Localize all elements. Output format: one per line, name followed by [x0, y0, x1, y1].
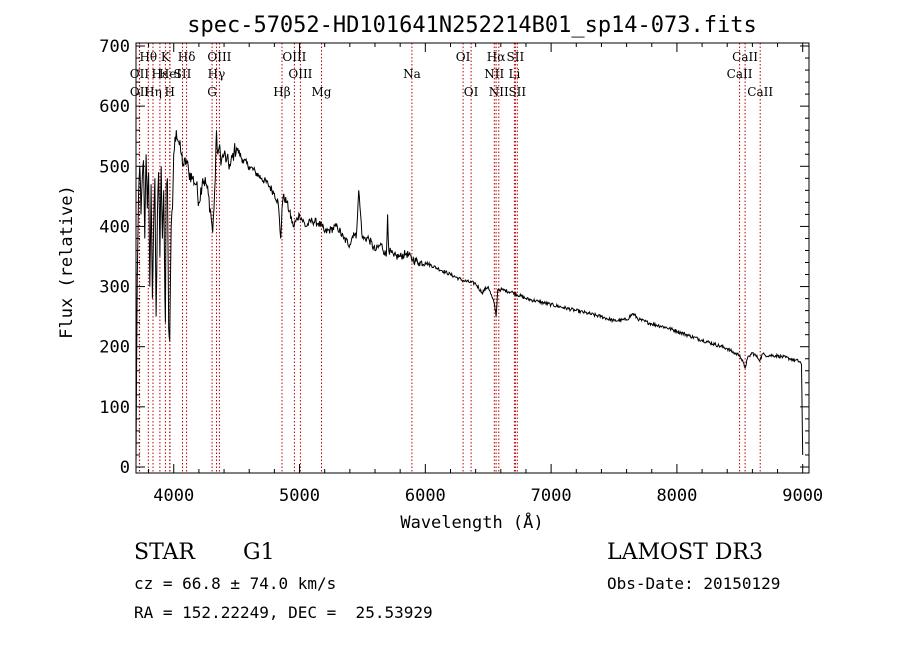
x-axis-ticks: 4000 5000 6000 7000 8000 9000: [148, 43, 823, 506]
spectral-line-label: CaII: [727, 67, 753, 81]
spectral-line-label: Hγ: [208, 67, 226, 81]
y-axis-label: Flux (relative): [57, 185, 77, 339]
spectral-line-label: SII: [508, 85, 526, 99]
spectral-line-label: G: [207, 85, 217, 99]
spectral-line-label: Hβ: [273, 85, 290, 99]
spectral-line-label: Mg: [312, 85, 332, 99]
x-tick-label: 6000: [405, 486, 446, 506]
y-tick-label: 200: [99, 338, 130, 358]
x-tick-label: 8000: [656, 486, 697, 506]
x-axis-label: Wavelength (Å): [400, 511, 543, 533]
spectral-line-label: Hη: [144, 85, 162, 99]
spectral-line-label: Hα: [487, 50, 506, 64]
spectral-line-label: H: [164, 85, 174, 99]
spectral-line-label: OI: [464, 85, 479, 99]
y-tick-label: 300: [99, 278, 130, 298]
y-axis-ticks: 0 100 200 300 400 500 600 700: [99, 37, 809, 478]
spectrum-chart: spec-57052-HD101641N252214B01_sp14-073.f…: [57, 13, 823, 533]
y-tick-label: 600: [99, 97, 130, 117]
spectral-line-label: Na: [403, 67, 421, 81]
x-tick-label: 5000: [279, 486, 320, 506]
spectral-line-label: CaII: [732, 50, 758, 64]
obs-date: Obs-Date: 20150129: [607, 574, 781, 593]
spectral-line-label: Hθ: [139, 50, 157, 64]
spectral-line-label: SII: [174, 67, 192, 81]
spectral-line-label: OIII: [207, 50, 231, 64]
y-tick-label: 100: [99, 398, 130, 418]
chart-title: spec-57052-HD101641N252214B01_sp14-073.f…: [187, 13, 757, 38]
spectral-line-label: Hε: [152, 67, 169, 81]
spectral-line-label: SII: [507, 50, 525, 64]
y-tick-label: 500: [99, 157, 130, 177]
spectral-line-label: OI: [456, 50, 471, 64]
y-tick-label: 0: [120, 458, 130, 478]
plot-frame: [135, 42, 810, 474]
spectral-line-label: OIII: [288, 67, 312, 81]
y-tick-label: 400: [99, 217, 130, 237]
x-tick-label: 4000: [153, 486, 194, 506]
y-tick-label: 700: [99, 37, 130, 57]
spectral-line-label: Li: [508, 67, 520, 81]
x-tick-label: 7000: [531, 486, 572, 506]
survey-name: LAMOST DR3: [607, 540, 763, 565]
coordinates: RA = 152.22249, DEC = 25.53929: [134, 603, 433, 622]
spectrum-line: [135, 130, 804, 465]
spectral-line-label: OII: [130, 67, 150, 81]
spectral-line-label: Hδ: [178, 50, 196, 64]
spectral-line-label: NII: [484, 67, 504, 81]
object-subclass: G1: [243, 540, 275, 565]
object-class: STAR: [134, 540, 195, 565]
spectral-line-label: K: [161, 50, 171, 64]
spectral-line-label: OII: [130, 85, 150, 99]
redshift-readout: cz = 66.8 ± 74.0 km/s: [134, 574, 337, 593]
spectral-line-label: HeI: [159, 67, 182, 81]
spectral-line-label: CaII: [747, 85, 773, 99]
x-tick-label: 9000: [782, 486, 823, 506]
spectral-line-label: NII: [489, 85, 509, 99]
spectral-line-label: OIII: [282, 50, 306, 64]
spectral-line-markers: [138, 43, 761, 473]
